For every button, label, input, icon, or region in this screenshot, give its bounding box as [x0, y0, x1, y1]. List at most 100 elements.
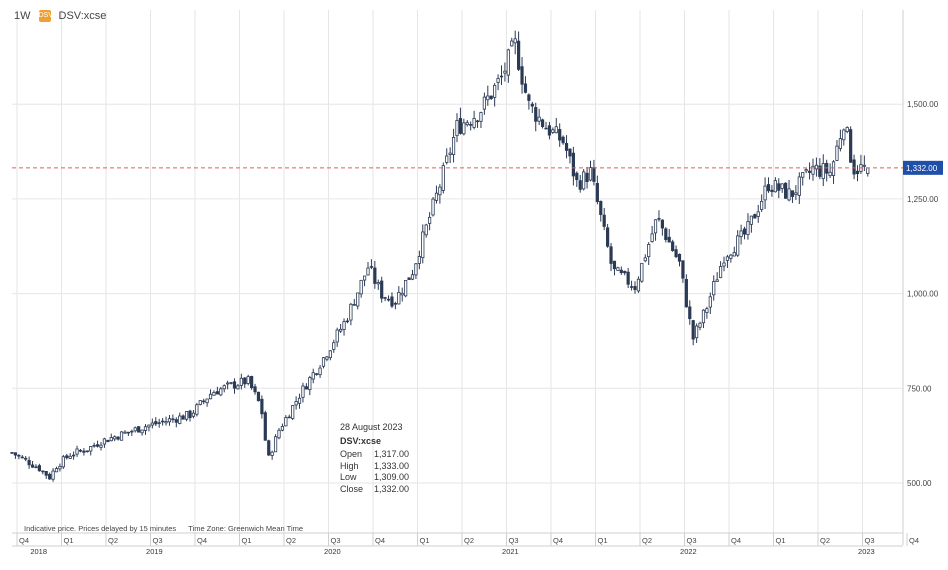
candle-body: [263, 412, 267, 441]
candle-body: [520, 66, 524, 85]
candle-body: [356, 292, 360, 307]
candle: [150, 418, 154, 429]
candle-body: [383, 297, 387, 299]
candle-body: [92, 444, 96, 447]
candle-body: [544, 127, 548, 130]
last-price-label-bg: [903, 160, 943, 175]
candle-body: [749, 215, 753, 225]
x-tick-label: Q2: [286, 536, 296, 545]
candle-body: [13, 452, 18, 456]
candle-body: [715, 279, 719, 282]
x-tick-label: Q1: [420, 536, 430, 545]
candle: [479, 111, 483, 129]
x-tick-label: Q3: [865, 536, 875, 545]
candle-body: [582, 171, 586, 190]
candle-body: [99, 444, 103, 448]
candle: [421, 224, 425, 264]
candle-body: [191, 412, 196, 417]
candle: [592, 159, 596, 186]
candle-body: [164, 421, 168, 424]
candle: [835, 140, 839, 162]
candle-body: [116, 436, 120, 440]
y-axis: 500.00 750.00 1,000.00 1,250.00 1,500.00: [907, 100, 939, 488]
candle-body: [198, 400, 202, 405]
candle-body: [325, 356, 329, 360]
candle-body: [773, 180, 777, 193]
candle-body: [609, 246, 613, 264]
candle: [65, 453, 69, 460]
candle-body: [701, 309, 706, 324]
candle: [366, 261, 370, 276]
tooltip-label: Low: [340, 472, 357, 482]
candle-body: [636, 278, 641, 292]
candle-body: [746, 221, 750, 236]
candle: [619, 266, 623, 275]
candle: [58, 463, 62, 472]
candle: [859, 154, 863, 174]
candle-body: [602, 214, 606, 227]
candle-body: [417, 256, 421, 264]
tooltip-value: 1,309.00: [374, 472, 410, 482]
candle-body: [712, 281, 716, 296]
symbol-label[interactable]: DSV:xcse: [58, 10, 107, 22]
candle: [270, 450, 274, 460]
candle: [698, 321, 702, 331]
candle: [434, 185, 439, 204]
candle-body: [691, 320, 695, 340]
candle: [838, 129, 842, 152]
candle-body: [222, 385, 226, 390]
candle: [362, 275, 367, 287]
candle-body: [445, 155, 449, 163]
x-tick-label: Q1: [242, 536, 252, 545]
candle-body: [37, 465, 41, 472]
candle: [458, 107, 463, 135]
y-tick-label: 1,250.00: [907, 195, 939, 204]
tooltip-row-close: Close 1,332.00: [340, 484, 409, 496]
tooltip-value: 1,333.00: [374, 460, 410, 471]
candle-body: [157, 422, 161, 424]
candle: [807, 162, 812, 180]
candle-body: [82, 450, 86, 453]
candle-body: [814, 164, 819, 170]
tooltip-row-open: Open 1,317.00: [340, 449, 409, 461]
candle: [390, 292, 394, 308]
candle: [345, 318, 350, 324]
candle-body: [760, 200, 764, 210]
candle: [445, 148, 449, 165]
candle: [451, 128, 456, 163]
candle: [534, 102, 538, 132]
candle-body: [845, 127, 849, 132]
candle-body: [212, 392, 216, 396]
candle-body: [400, 292, 404, 296]
candle-body: [506, 49, 510, 76]
x-axis: Q4 Q1 Q2 Q3 Q4 Q1 Q2 Q3 Q4 Q1 Q2 Q3 Q4 Q1 Q2 Q3 Q4 Q1 Q2 Q3…: [12, 533, 919, 556]
candle-body: [537, 116, 541, 122]
candle: [89, 446, 93, 456]
tooltip-date: 28 August 2023: [340, 422, 403, 432]
candle: [862, 155, 866, 172]
candle-body: [78, 449, 83, 452]
candle: [20, 454, 24, 459]
candle-body: [178, 415, 182, 424]
candle: [657, 210, 661, 222]
candle: [551, 127, 555, 134]
candle: [356, 292, 360, 310]
candle: [855, 165, 860, 182]
tooltip-value: 1,317.00: [374, 449, 410, 459]
candle-body: [253, 386, 257, 393]
candle-body: [784, 182, 788, 199]
candle-body: [599, 200, 603, 215]
candle: [520, 57, 524, 94]
candle: [681, 260, 685, 283]
candle-body: [208, 393, 213, 400]
candle: [13, 452, 18, 459]
interval-selector[interactable]: 1W: [14, 10, 31, 22]
candle-body: [571, 152, 575, 177]
candle: [147, 424, 151, 432]
candle: [729, 253, 733, 263]
tooltip-symbol: DSV:xcse: [340, 435, 382, 446]
candle-body: [229, 382, 233, 384]
candle: [760, 194, 764, 212]
candle-body: [174, 419, 178, 423]
